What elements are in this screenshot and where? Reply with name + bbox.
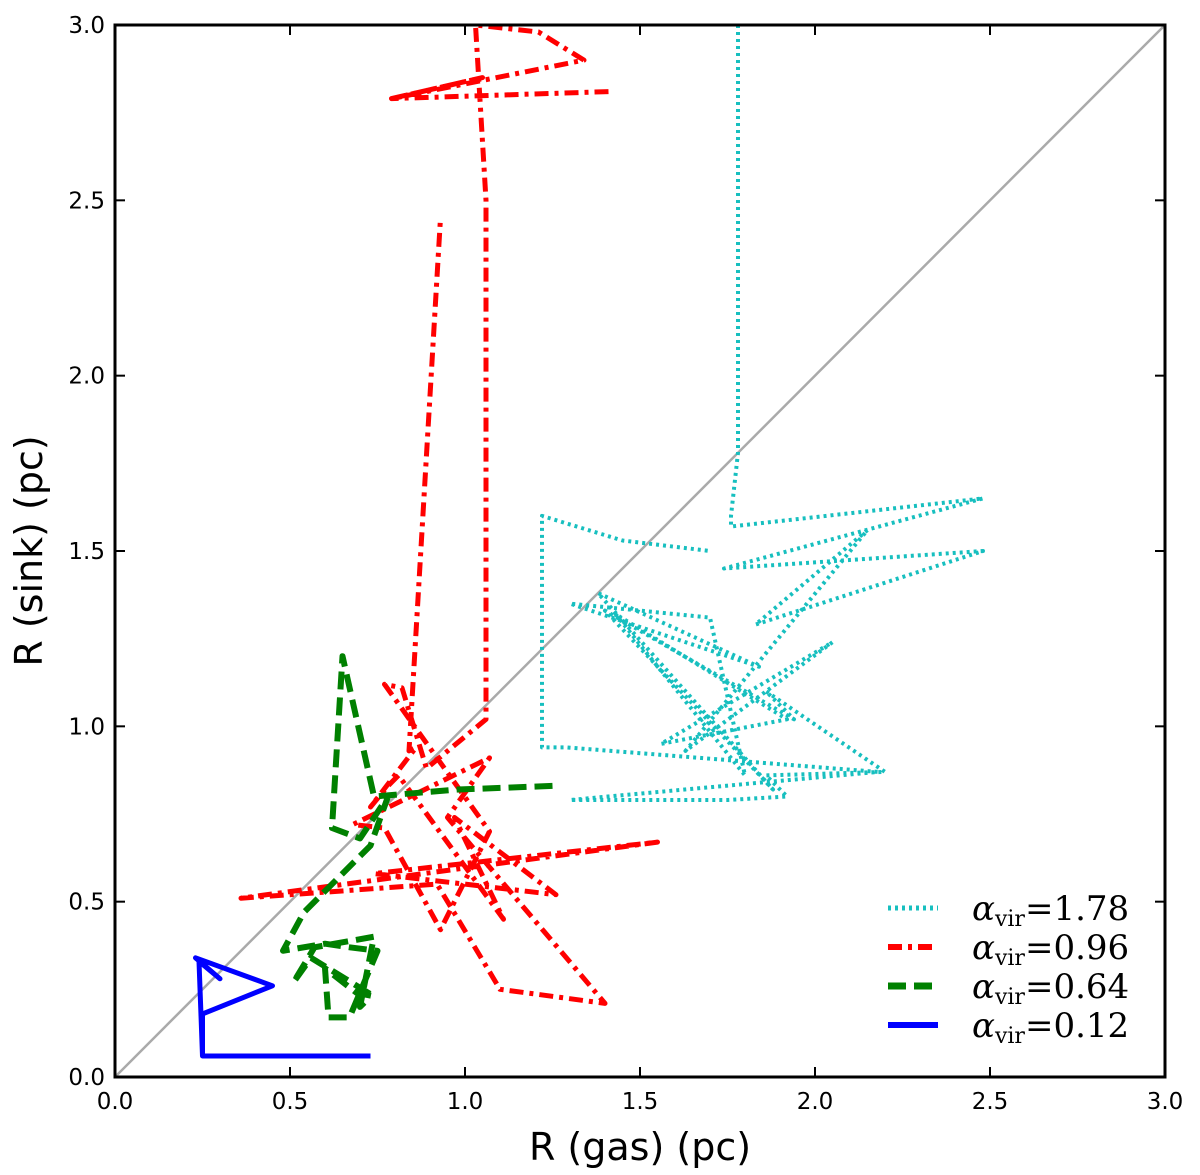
y-tick-label: 1.5 [68, 539, 105, 565]
x-tick-label: 3.0 [1147, 1089, 1184, 1115]
y-axis-label: R (sink) (pc) [7, 435, 51, 666]
x-tick-label: 2.0 [797, 1089, 834, 1115]
x-tick-label: 0.5 [272, 1089, 309, 1115]
legend-label-0: αvir=1.78 [972, 889, 1129, 932]
y-tick-label: 1.0 [68, 714, 105, 740]
series-line-2 [280, 653, 553, 1021]
tick-layer: 0.0 0.5 1.0 1.5 2.0 2.5 3.0 0.0 0.5 1.0 1.5 2.0 2.5 3… [68, 13, 1183, 1115]
x-tick-label: 2.5 [972, 1089, 1009, 1115]
y-tick-label: 0.5 [68, 890, 105, 916]
y-tick-label: 2.0 [68, 364, 105, 390]
legend-label-3: αvir=0.12 [972, 1006, 1129, 1049]
legend-label-2: αvir=0.64 [972, 967, 1129, 1010]
data-layer [115, 25, 1165, 1077]
series-line-0 [540, 25, 985, 802]
reference-line [115, 25, 1165, 1077]
y-tick-label: 0.0 [68, 1065, 105, 1091]
legend-label-1: αvir=0.96 [972, 928, 1129, 971]
x-tick-label: 0.0 [97, 1089, 134, 1115]
series-line-1 [238, 25, 660, 1006]
x-tick-label: 1.0 [447, 1089, 484, 1115]
x-axis-label: R (gas) (pc) [529, 1125, 751, 1169]
y-tick-label: 2.5 [68, 188, 105, 214]
x-tick-label: 1.5 [622, 1089, 659, 1115]
series-line-3 [193, 955, 371, 1059]
y-tick-label: 3.0 [68, 13, 105, 39]
